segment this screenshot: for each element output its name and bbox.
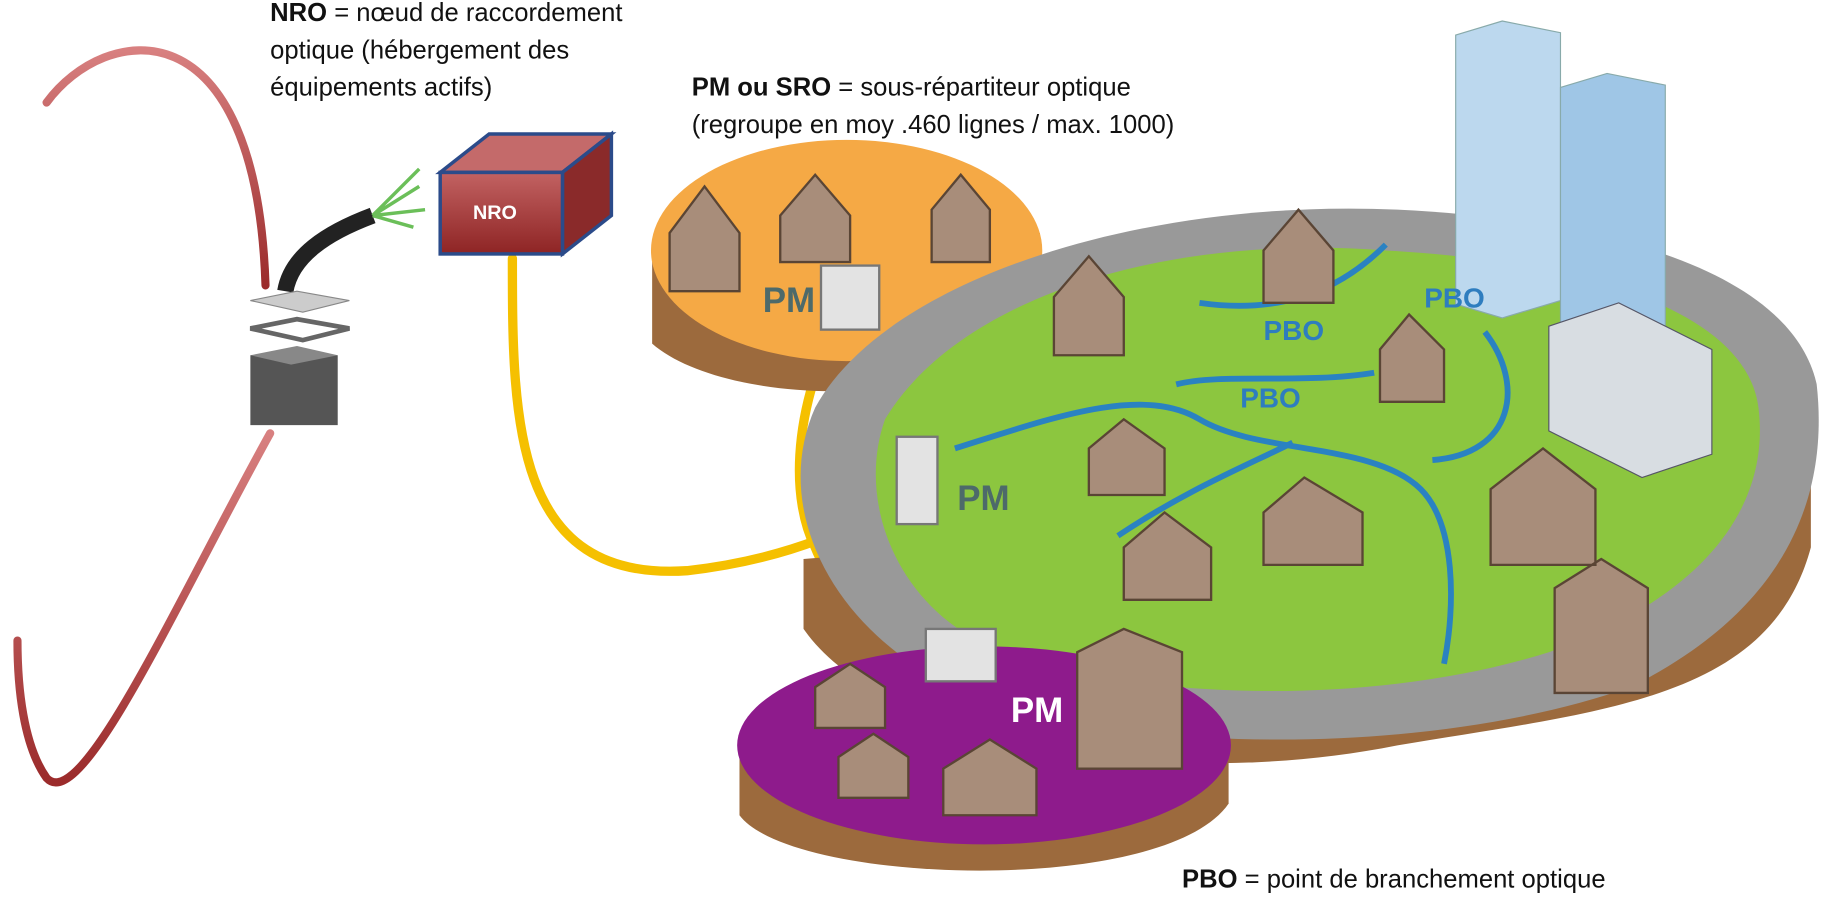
chamber xyxy=(250,169,425,425)
pbo-label: PBO xyxy=(1424,283,1485,314)
term: NRO xyxy=(270,0,327,27)
chamber-part xyxy=(250,355,337,425)
body: NRO PM PM PM xyxy=(0,0,1826,898)
definition-line: (regroupe en moy .460 lignes / max. 1000… xyxy=(692,111,1175,139)
nro-box: NRO xyxy=(440,134,611,254)
pbo-definition: PBO = point de branchement optique xyxy=(1182,865,1606,893)
page: Réseau FTTH {"legend": { "nro": {"term":… xyxy=(0,0,1826,898)
chamber-part xyxy=(373,169,425,227)
pm-label: PM xyxy=(763,281,815,320)
chamber-part xyxy=(250,319,349,340)
cable-loop-part xyxy=(17,433,270,782)
definition-line: = nœud de raccordement xyxy=(334,0,622,27)
pbo-label: PBO xyxy=(1240,383,1301,414)
nro-definition: NRO = nœud de raccordement optique (héber… xyxy=(270,0,622,102)
towers-part xyxy=(1456,21,1561,318)
definition-line: équipements actifs) xyxy=(270,74,492,102)
pm-cabinets-part xyxy=(926,629,996,681)
term: PM ou SRO xyxy=(692,74,831,102)
definition-line: = sous-répartiteur optique xyxy=(838,74,1131,102)
pm-label: PM xyxy=(1011,691,1063,730)
chamber-part xyxy=(285,216,372,292)
definition-line: optique (hébergement des xyxy=(270,36,569,64)
pm-cabinets-part xyxy=(821,266,879,330)
pm-label: PM xyxy=(957,479,1009,518)
cable-loop-part xyxy=(47,50,266,285)
pm-cabinets-part xyxy=(897,437,938,524)
definition-line: = point de branchement optique xyxy=(1245,865,1606,893)
chamber-part xyxy=(250,291,349,312)
pm-definition: PM ou SRO = sous-répartiteur optique (reg… xyxy=(692,74,1175,139)
nro-box-label: NRO xyxy=(473,202,517,224)
diagram: NRO PM PM PM xyxy=(0,0,1826,898)
pbo-label: PBO xyxy=(1264,315,1325,346)
term: PBO xyxy=(1182,865,1238,893)
cable-loop xyxy=(17,50,270,782)
